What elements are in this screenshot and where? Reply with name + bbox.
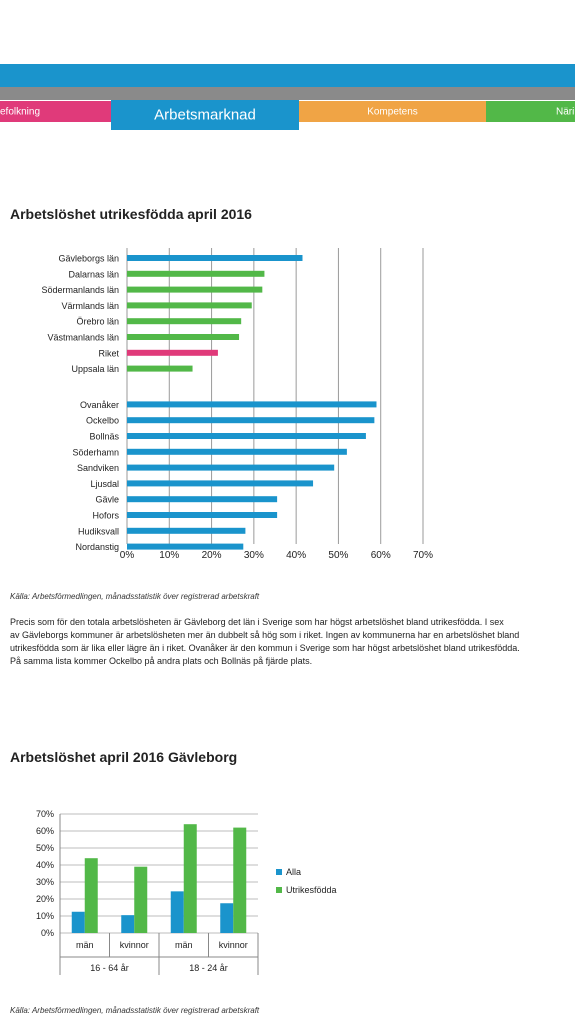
bar-label: Sandviken [77,463,119,473]
x-tick-label: 10% [159,550,179,561]
legend-label: Alla [286,867,301,877]
legend-label: Utrikesfödda [286,885,337,895]
bar [127,286,263,293]
tab-label: Näri [556,106,575,117]
bar [127,255,303,261]
bar [84,858,98,933]
unemployment-foreign-born-chart: 0% 10% 20% 30% 40% 50% 60% 70% Gävleborgs län Dal… [41,248,433,561]
y-tick-label: 70% [36,809,54,819]
bar-label: Dalarnas län [68,269,119,279]
bar [127,496,278,503]
x-tick-label: 0% [120,550,135,561]
bar-label: Uppsala län [71,364,119,374]
body-paragraph: Precis som för den totala arbetslösheten… [10,617,520,666]
tab-label: Arbetsmarknad [154,106,256,124]
bar [127,433,366,439]
bar [127,318,242,325]
bar [220,903,234,933]
bar-label: Riket [98,348,119,358]
chart1-title: Arbetslöshet utrikesfödda april 2016 [10,206,252,222]
category-label: män [76,940,94,950]
bar [127,334,240,340]
category-label: kvinnor [219,940,248,950]
bar-label: Södermanlands län [41,285,119,295]
bar [127,270,265,277]
category-label: män [175,940,193,950]
bar [127,480,314,487]
y-tick-label: 40% [36,860,54,870]
x-tick-label: 70% [413,550,433,561]
y-tick-label: 0% [41,928,54,938]
bar-label: Örebro län [76,317,119,327]
bar [127,302,252,309]
bar-label: Söderhamn [72,447,119,457]
bar [233,827,247,933]
header-band [0,64,575,87]
x-tick-label: 60% [371,550,391,561]
bar-label: Gävle [95,495,119,505]
bar-label: Ljusdal [90,479,119,489]
chart1-source: Källa: Arbetsförmedlingen, månadsstatist… [10,592,260,601]
chart2-title: Arbetslöshet april 2016 Gävleborg [10,749,238,765]
bar [134,866,148,933]
y-tick-label: 20% [36,894,54,904]
x-tick-label: 40% [286,550,306,561]
legend-swatch [276,887,282,893]
bar [127,527,246,534]
bar [127,349,218,356]
bar-label: Bollnäs [89,432,119,442]
bar [127,448,347,455]
bar [121,915,135,933]
bar [127,401,377,408]
bar [183,824,197,933]
y-tick-label: 30% [36,877,54,887]
header-divider [0,87,575,100]
x-tick-label: 30% [244,550,264,561]
tab-label: efolkning [0,106,41,117]
tab-kompetens[interactable]: Kompetens [299,101,486,122]
group-label: 16 - 64 år [90,963,129,973]
bar-label: Gävleborgs län [58,254,119,264]
bar-label: Värmlands län [61,301,119,311]
bar [170,891,184,933]
chart2-source: Källa: Arbetsförmedlingen, månadsstatist… [10,1006,260,1015]
bar [127,417,375,424]
bar [127,365,193,372]
tab-befolkning[interactable]: efolkning [0,101,111,122]
bar [127,543,244,550]
bar [127,512,278,518]
bar-label: Ovanåker [80,400,119,410]
tab-naringsliv[interactable]: Näri [486,101,575,122]
x-tick-label: 20% [202,550,222,561]
unemployment-gavleborg-chart: 0% 10% 20% 30% 40% 50% 60% 70% män kvinnor män kvin… [36,809,337,975]
bar-label: Nordanstig [75,542,119,552]
x-tick-label: 50% [328,550,348,561]
category-label: kvinnor [120,940,149,950]
tab-arbetsmarknad[interactable]: Arbetsmarknad [111,100,299,130]
bar-label: Hudiksvall [78,526,119,536]
bar [127,464,335,471]
group-label: 18 - 24 år [189,963,228,973]
tab-label: Kompetens [367,106,418,117]
bar-label: Ockelbo [86,416,119,426]
bar-label: Hofors [92,511,119,521]
bar-label: Västmanlands län [47,333,119,343]
legend-swatch [276,869,282,875]
y-tick-label: 10% [36,911,54,921]
y-tick-label: 50% [36,843,54,853]
y-tick-label: 60% [36,826,54,836]
bar [71,911,85,933]
